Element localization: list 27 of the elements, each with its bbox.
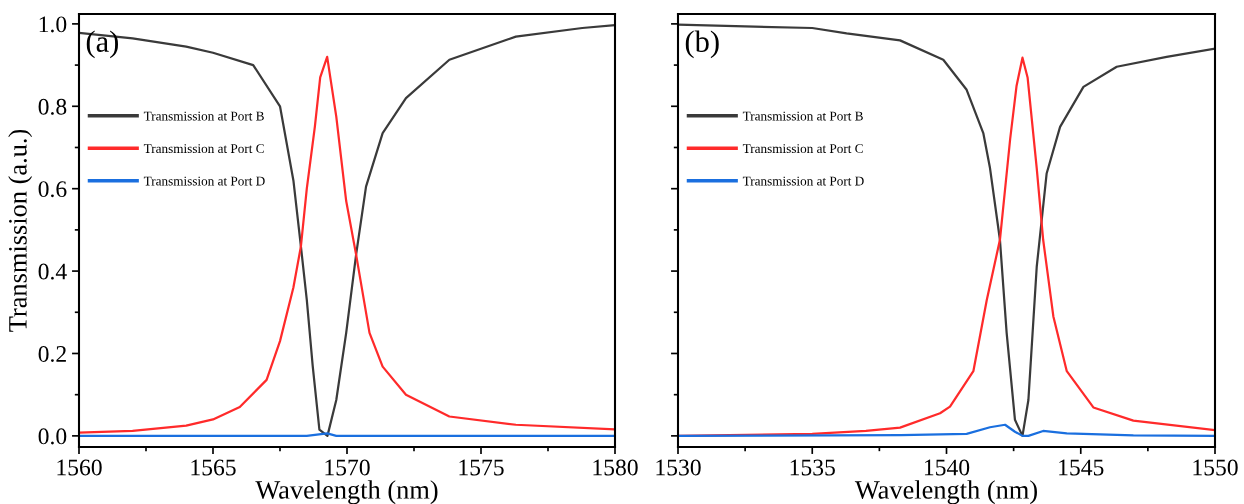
x-tick-label: 1560 <box>57 459 102 476</box>
y-tick-label: 0.8 <box>38 98 67 115</box>
y-axis-title: Transmission (a.u.) <box>8 129 33 332</box>
annotation: (b) <box>685 30 719 59</box>
x-tick-label: 1540 <box>924 459 970 476</box>
y-tick-label: 0.6 <box>38 181 67 198</box>
x-tick-label: 1565 <box>191 459 236 476</box>
legend-label: Transmission at Port C <box>742 144 863 154</box>
x-tick-label: 1545 <box>1059 459 1104 476</box>
legend-label: Transmission at Port B <box>742 111 863 121</box>
y-tick-label: 0.0 <box>38 428 67 445</box>
y-tick-label: 0.4 <box>38 263 67 280</box>
x-tick-label: 1580 <box>593 459 638 476</box>
y-tick-label: 0.2 <box>38 345 66 363</box>
x-axis-title: Wavelength (nm) <box>255 480 438 504</box>
annotation: (a) <box>86 30 118 59</box>
y-tick-label: 1.0 <box>39 16 67 33</box>
x-tick-label: 1550 <box>1193 459 1238 476</box>
x-axis-title: Wavelength (nm) <box>854 480 1037 504</box>
legend-label: Transmission at Port D <box>143 176 265 186</box>
x-tick-label: 1535 <box>790 459 835 476</box>
x-tick-label: 1575 <box>459 459 504 476</box>
legend-label: Transmission at Port B <box>143 111 264 121</box>
legend-label: Transmission at Port D <box>742 176 864 186</box>
x-tick-label: 1530 <box>656 459 701 476</box>
x-tick-label: 1570 <box>325 459 370 476</box>
legend-label: Transmission at Port C <box>143 144 264 154</box>
